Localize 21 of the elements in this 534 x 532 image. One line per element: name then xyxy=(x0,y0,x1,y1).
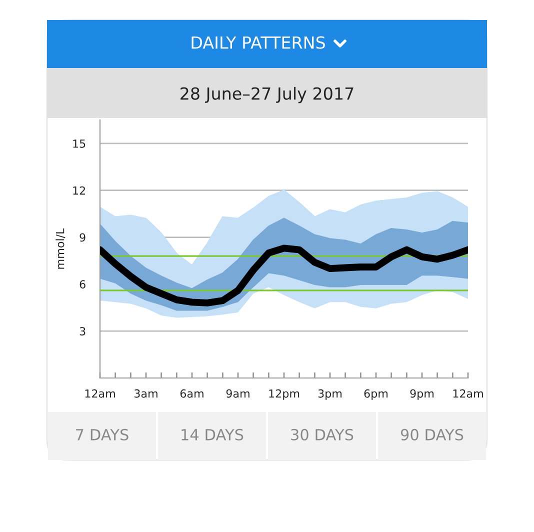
x-tick-label: 6am xyxy=(180,389,204,398)
text: 90 DAYS xyxy=(400,428,464,440)
x-tick-label: 3am xyxy=(134,389,158,398)
x-tick-label: 12pm xyxy=(269,389,300,400)
x-tick-label: 3pm xyxy=(318,389,342,400)
y-tick-label: 15 xyxy=(73,140,86,148)
y-tick-label: 12 xyxy=(73,186,85,195)
text: 7 DAYS xyxy=(76,428,128,440)
chart-title: DAILY PATTERNS xyxy=(192,36,325,49)
y-tick-label: 6 xyxy=(80,280,86,289)
text: 14 DAYS xyxy=(182,428,244,440)
x-tick-label: 6pm xyxy=(364,389,388,400)
y-tick-label: 3 xyxy=(80,327,86,336)
y-axis-title: mmol/L xyxy=(56,228,66,269)
x-tick-label: 12am xyxy=(85,389,115,398)
x-tick-label: 9pm xyxy=(410,389,434,400)
chart-subtitle: 28 June–27 July 2017 xyxy=(180,86,354,104)
y-tick-label: 9 xyxy=(80,233,86,242)
text: 30 DAYS xyxy=(291,428,354,440)
x-tick-label: 12am xyxy=(453,389,483,398)
x-tick-label: 9am xyxy=(226,389,250,398)
